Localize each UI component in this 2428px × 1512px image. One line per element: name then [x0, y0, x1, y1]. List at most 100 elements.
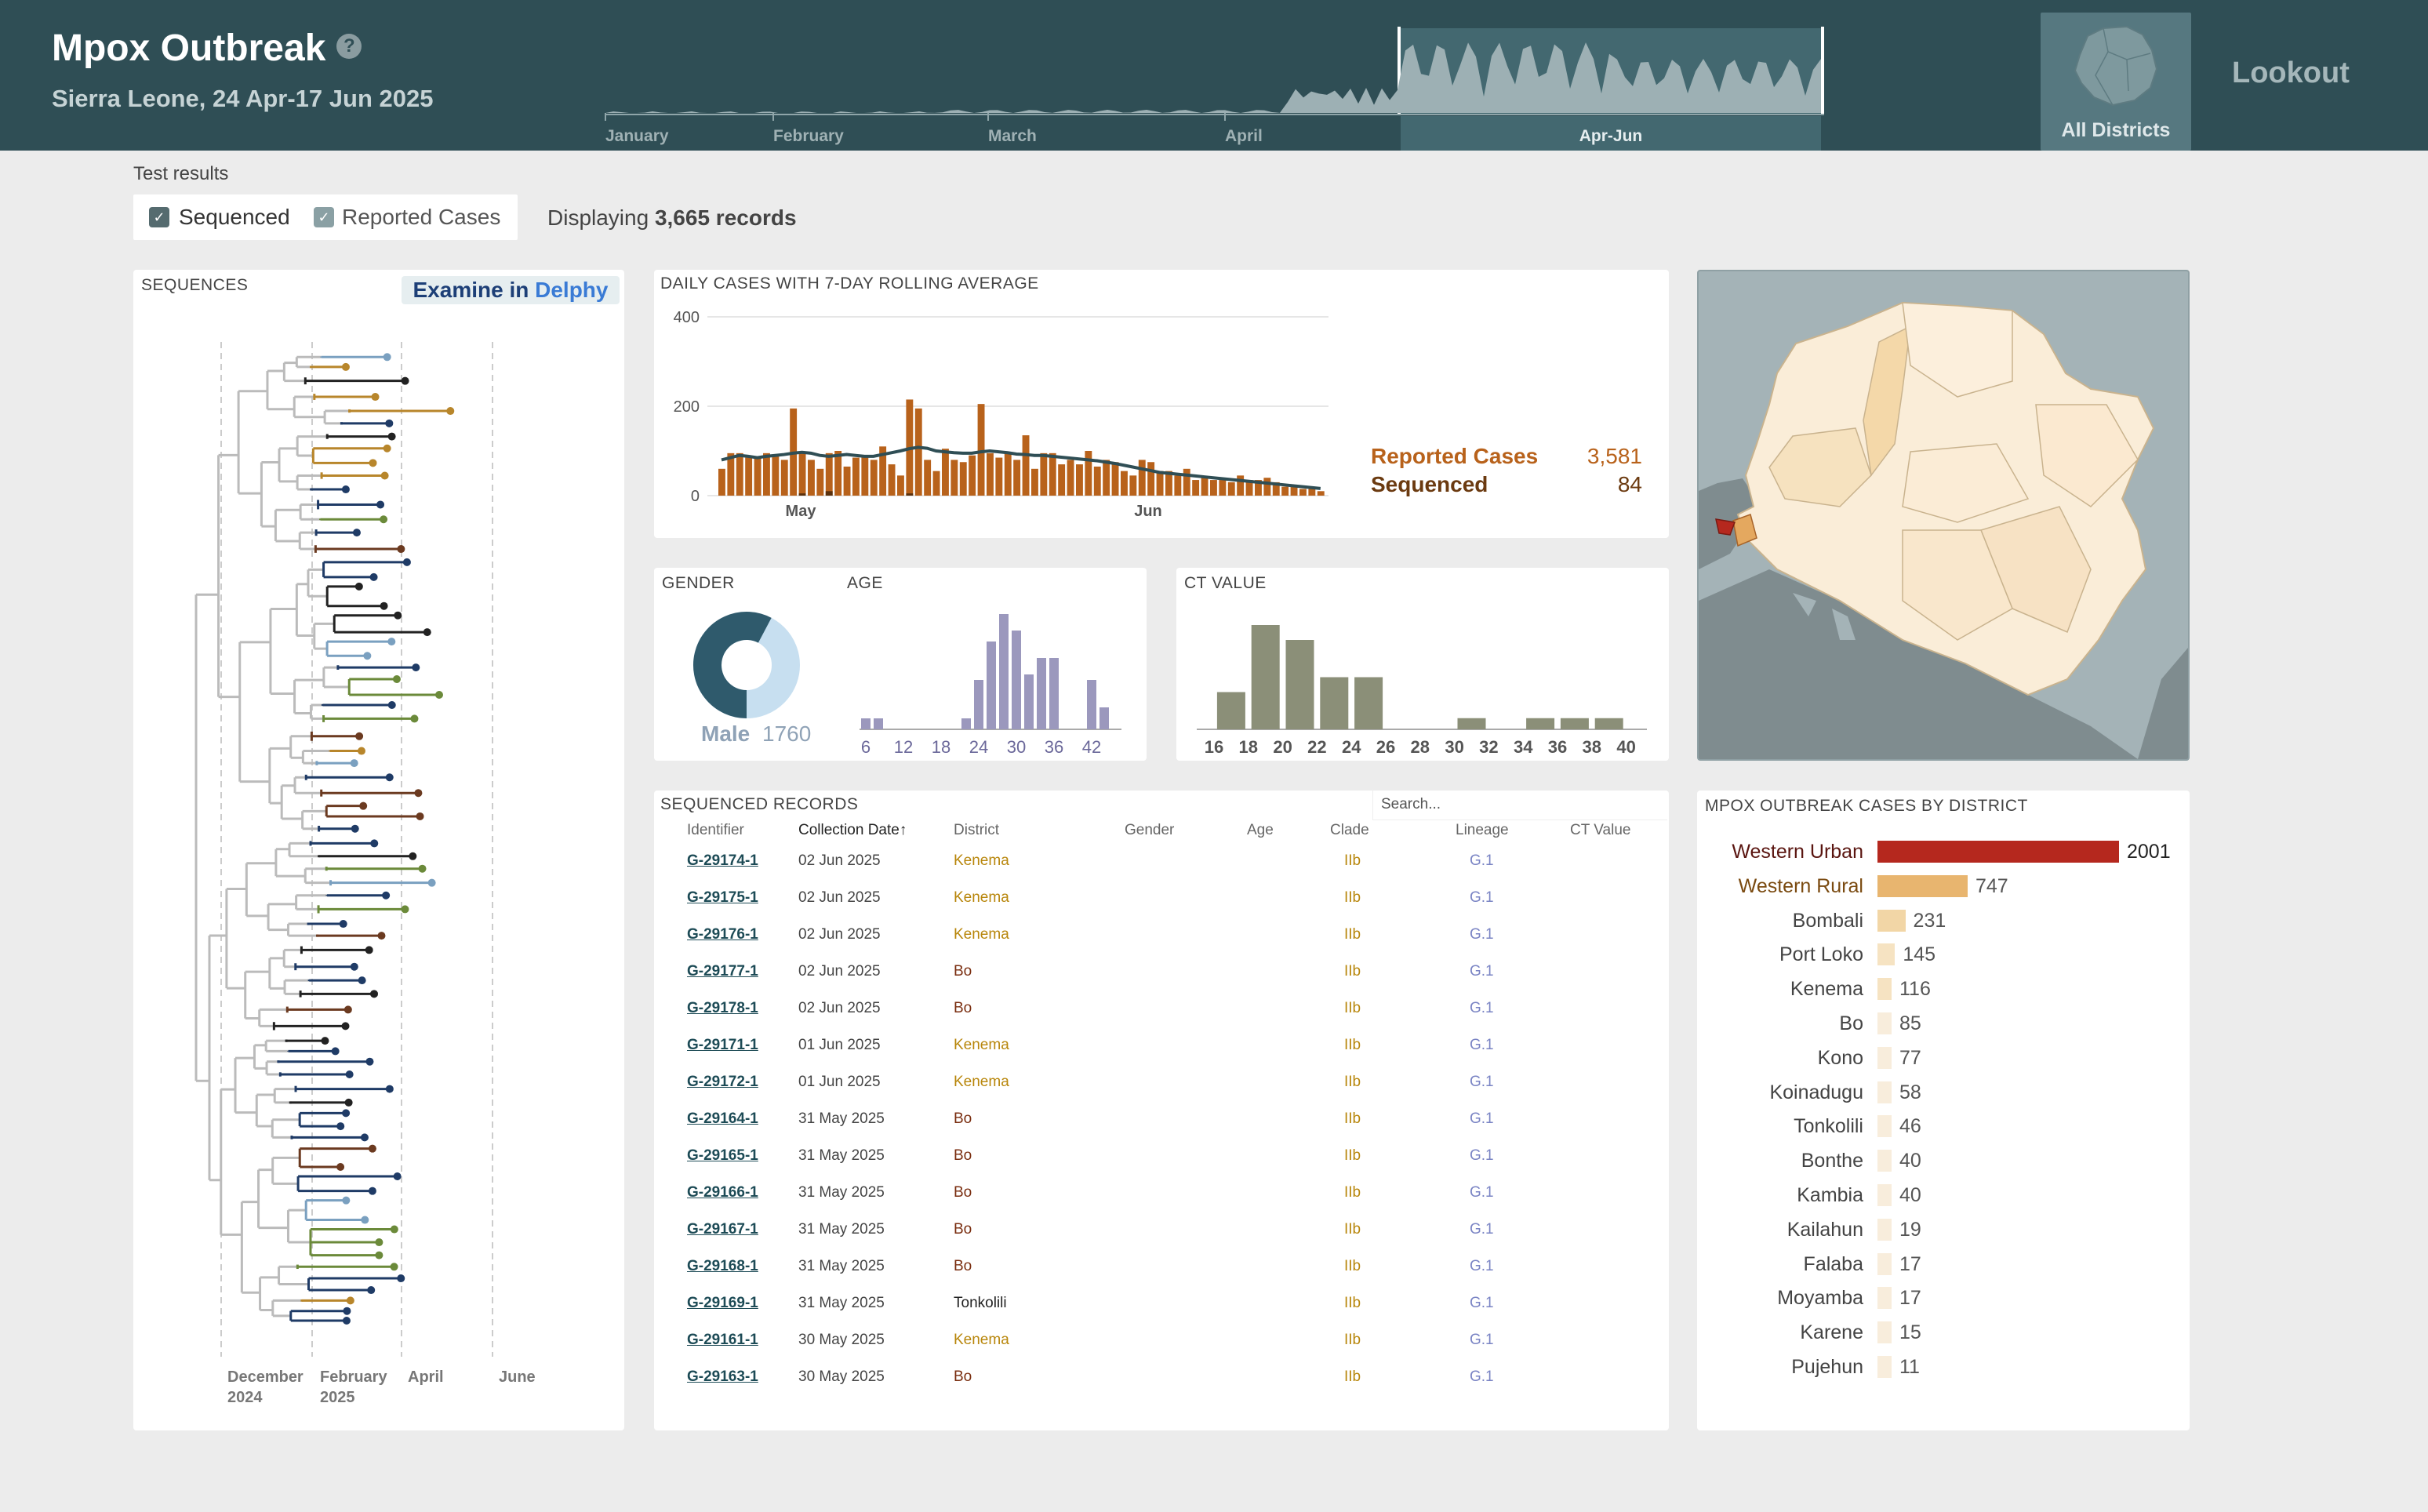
- tree-tip[interactable]: [351, 824, 359, 833]
- help-icon[interactable]: ?: [336, 34, 362, 60]
- tree-tip[interactable]: [380, 471, 389, 480]
- tree-tip[interactable]: [390, 1225, 398, 1234]
- district-bar[interactable]: [1877, 1150, 1892, 1172]
- record-identifier-link[interactable]: G-29163-1: [687, 1368, 758, 1385]
- district-bar[interactable]: [1877, 1252, 1892, 1275]
- tree-tip[interactable]: [345, 1070, 354, 1079]
- reported-case-bar[interactable]: [1192, 480, 1200, 496]
- tree-tip[interactable]: [418, 864, 427, 873]
- age-bar[interactable]: [999, 614, 1009, 729]
- district-bar-row[interactable]: Western Urban 2001: [1702, 836, 2188, 867]
- reported-case-bar[interactable]: [763, 453, 770, 496]
- district-bar[interactable]: [1877, 909, 1906, 932]
- tree-tip[interactable]: [343, 1307, 351, 1315]
- reported-case-bar[interactable]: [745, 457, 753, 496]
- tree-tip[interactable]: [358, 976, 366, 985]
- reported-case-bar[interactable]: [754, 457, 761, 496]
- tree-tip[interactable]: [344, 1098, 353, 1107]
- tree-tip[interactable]: [367, 1286, 376, 1295]
- tree-tip[interactable]: [371, 393, 380, 402]
- record-identifier-link[interactable]: G-29165-1: [687, 1147, 758, 1164]
- reported-case-bar[interactable]: [1227, 482, 1235, 496]
- tree-tip[interactable]: [387, 432, 396, 441]
- tree-tip[interactable]: [385, 1085, 394, 1093]
- record-identifier-link[interactable]: G-29168-1: [687, 1257, 758, 1274]
- district-bar-row[interactable]: Bo 85: [1702, 1008, 2188, 1039]
- district-bar[interactable]: [1877, 1081, 1892, 1103]
- tree-tip[interactable]: [365, 946, 373, 954]
- sequenced-bar[interactable]: [825, 491, 833, 496]
- reported-case-bar[interactable]: [1147, 462, 1155, 496]
- district-bar-row[interactable]: Tonkolili 46: [1702, 1110, 2188, 1142]
- timeline-brush[interactable]: January February March April Apr-Jun: [596, 22, 1835, 151]
- record-identifier-link[interactable]: G-29176-1: [687, 925, 758, 943]
- tree-tip[interactable]: [339, 920, 347, 929]
- tree-tip[interactable]: [342, 1109, 351, 1118]
- tree-tip[interactable]: [401, 376, 409, 385]
- record-identifier-link[interactable]: G-29178-1: [687, 999, 758, 1016]
- ct-bar[interactable]: [1320, 677, 1349, 730]
- column-header-ct-value[interactable]: CT Value: [1570, 822, 1631, 838]
- table-row[interactable]: G-29175-1 02 Jun 2025 Kenema IIb G.1: [687, 879, 1664, 916]
- tree-tip[interactable]: [435, 691, 444, 700]
- age-bar[interactable]: [974, 680, 983, 729]
- tree-tip[interactable]: [331, 1047, 340, 1056]
- table-row[interactable]: G-29167-1 31 May 2025 Bo IIb G.1: [687, 1211, 1664, 1248]
- tree-tip[interactable]: [341, 1022, 350, 1030]
- district-bar-row[interactable]: Port Loko 145: [1702, 939, 2188, 970]
- reported-case-bar[interactable]: [932, 471, 940, 496]
- reported-case-bar[interactable]: [843, 466, 851, 496]
- district-bar-row[interactable]: Kailahun 19: [1702, 1214, 2188, 1245]
- table-row[interactable]: G-29163-1 30 May 2025 Bo IIb G.1: [687, 1358, 1664, 1395]
- daily-cases-chart[interactable]: 400 200 0 May Jun: [654, 298, 1360, 533]
- tree-tip[interactable]: [393, 1172, 402, 1181]
- gender-donut-chart[interactable]: [690, 609, 803, 721]
- ct-bar[interactable]: [1594, 718, 1623, 729]
- tree-tip[interactable]: [354, 582, 363, 591]
- record-identifier-link[interactable]: G-29175-1: [687, 889, 758, 906]
- age-bar[interactable]: [1087, 680, 1096, 729]
- reported-cases-checkbox[interactable]: ✓: [314, 207, 334, 227]
- record-identifier-link[interactable]: G-29171-1: [687, 1036, 758, 1053]
- reported-case-bar[interactable]: [816, 468, 824, 496]
- reported-case-bar[interactable]: [1317, 491, 1325, 496]
- reported-case-bar[interactable]: [834, 451, 842, 496]
- district-bar[interactable]: [1877, 1218, 1892, 1241]
- ct-bar[interactable]: [1251, 625, 1280, 729]
- district-bar-row[interactable]: Kono 77: [1702, 1042, 2188, 1074]
- reported-case-bar[interactable]: [1255, 480, 1262, 496]
- reported-case-bar[interactable]: [995, 457, 1003, 496]
- reported-case-bar[interactable]: [1129, 475, 1137, 496]
- sequenced-bar[interactable]: [906, 493, 914, 496]
- district-bar[interactable]: [1877, 978, 1892, 1001]
- tree-tip[interactable]: [352, 529, 361, 537]
- tree-tip[interactable]: [360, 1133, 369, 1142]
- record-identifier-link[interactable]: G-29166-1: [687, 1183, 758, 1201]
- tree-tip[interactable]: [361, 1216, 369, 1224]
- age-histogram[interactable]: 6 12 18 24 30 36 42: [855, 604, 1137, 761]
- reported-case-bar[interactable]: [852, 457, 860, 496]
- phylogenetic-tree[interactable]: December 2024 February 2025 April June: [133, 314, 624, 1412]
- tree-tip[interactable]: [365, 1057, 374, 1066]
- district-bar-row[interactable]: Kenema 116: [1702, 973, 2188, 1005]
- district-bar[interactable]: [1877, 1356, 1892, 1378]
- reported-case-bar[interactable]: [870, 460, 878, 496]
- tree-tip[interactable]: [343, 1005, 352, 1014]
- district-tonkolili[interactable]: [1902, 443, 2030, 523]
- reported-case-bar[interactable]: [1263, 478, 1271, 496]
- tree-tip[interactable]: [385, 773, 394, 782]
- tree-tip[interactable]: [402, 558, 411, 566]
- reported-case-bar[interactable]: [1076, 464, 1083, 496]
- district-bar[interactable]: [1877, 1184, 1892, 1206]
- tree-tip[interactable]: [341, 485, 350, 494]
- record-identifier-link[interactable]: G-29161-1: [687, 1331, 758, 1348]
- age-bar[interactable]: [961, 718, 971, 729]
- record-identifier-link[interactable]: G-29167-1: [687, 1220, 758, 1238]
- tree-tip[interactable]: [397, 1274, 405, 1283]
- tree-tip[interactable]: [355, 732, 364, 740]
- ct-value-histogram[interactable]: 16 18 20 22 24 26 28 30 32 34 36 38 40: [1184, 604, 1663, 761]
- district-map[interactable]: [1697, 270, 2190, 761]
- reported-case-bar[interactable]: [1093, 466, 1101, 496]
- tree-tip[interactable]: [397, 545, 405, 554]
- table-row[interactable]: G-29166-1 31 May 2025 Bo IIb G.1: [687, 1174, 1664, 1211]
